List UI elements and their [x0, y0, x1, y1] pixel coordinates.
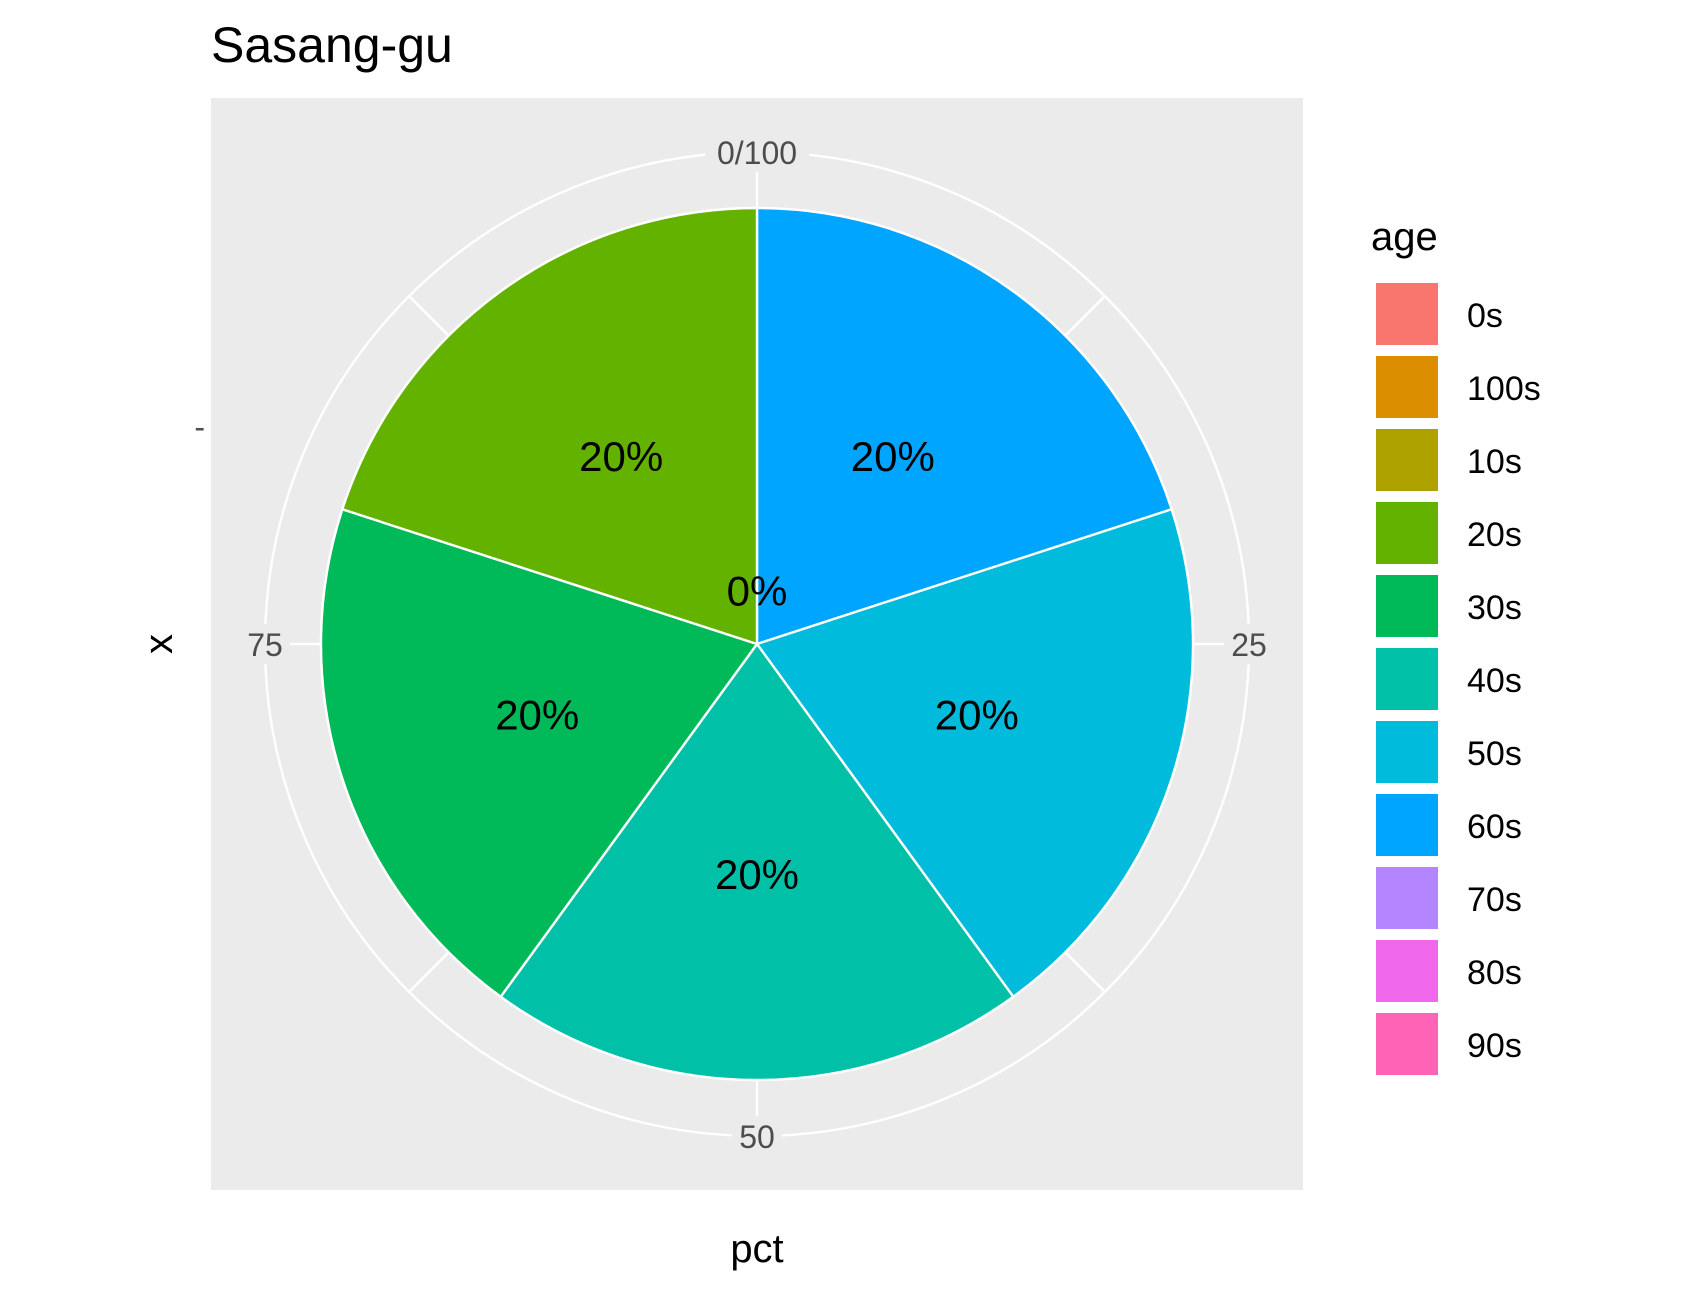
y-axis-title: x: [137, 634, 181, 654]
legend-key-10s: [1374, 427, 1440, 493]
slice-label-40s: 20%: [715, 851, 799, 898]
legend-label-40s: 40s: [1467, 662, 1522, 700]
angular-tick-50: 50: [739, 1119, 775, 1155]
legend-label-80s: 80s: [1467, 954, 1522, 992]
chart-title: Sasang-gu: [211, 17, 453, 73]
angular-tick-bg: [705, 132, 809, 172]
legend: age 0s 100s 10s 20s 30s 40s 50s 60s 70s 80s 90s: [1371, 215, 1541, 1077]
pie-slice-40s: [499, 641, 1015, 1082]
legend-key-0s: [1374, 281, 1440, 347]
slice-label-60s: 20%: [851, 433, 935, 480]
legend-key-100s: [1374, 354, 1440, 420]
legend-label-70s: 70s: [1467, 881, 1522, 919]
legend-key-50s: [1374, 719, 1440, 785]
legend-key-80s: [1374, 938, 1440, 1004]
y-tick-label: -: [194, 409, 205, 445]
legend-items: 0s 100s 10s 20s 30s 40s 50s 60s 70s 80s 90s: [1374, 281, 1541, 1077]
pie-slice-50s: [755, 507, 1195, 999]
pie-slice-20s: [340, 206, 759, 646]
angular-tick-0: 0/100: [717, 135, 797, 171]
legend-key-30s: [1374, 573, 1440, 639]
legend-key-60s: [1374, 792, 1440, 858]
legend-title: age: [1371, 215, 1438, 259]
legend-key-40s: [1374, 646, 1440, 712]
legend-label-10s: 10s: [1467, 443, 1522, 481]
legend-label-90s: 90s: [1467, 1027, 1522, 1065]
legend-label-30s: 30s: [1467, 589, 1522, 627]
slice-label-20s: 20%: [579, 433, 663, 480]
legend-key-90s: [1374, 1011, 1440, 1077]
legend-label-50s: 50s: [1467, 735, 1522, 773]
slice-label-50s: 20%: [935, 691, 1019, 738]
pie-slices: [319, 206, 1195, 1082]
angular-tick-bg: [732, 1116, 782, 1156]
pie-slice-60s: [755, 206, 1174, 646]
pie-slice-30s: [319, 507, 759, 999]
legend-label-20s: 20s: [1467, 516, 1522, 554]
legend-key-20s: [1374, 500, 1440, 566]
legend-label-0s: 0s: [1467, 297, 1503, 335]
x-axis-title: pct: [730, 1227, 783, 1271]
legend-key-70s: [1374, 865, 1440, 931]
legend-label-100s: 100s: [1467, 370, 1541, 408]
slice-labels: 0% 20% 20% 20% 20% 20%: [495, 433, 1019, 898]
slice-label-100s: 0%: [727, 568, 788, 615]
angular-tick-bg: [240, 624, 290, 664]
angular-tick-bg: [1224, 624, 1274, 664]
legend-label-60s: 60s: [1467, 808, 1522, 846]
angular-tick-25: 25: [1231, 627, 1267, 663]
slice-label-30s: 20%: [495, 691, 579, 738]
angular-tick-labels: 0/100 25 50 75: [240, 132, 1274, 1156]
angular-tick-75: 75: [247, 627, 283, 663]
